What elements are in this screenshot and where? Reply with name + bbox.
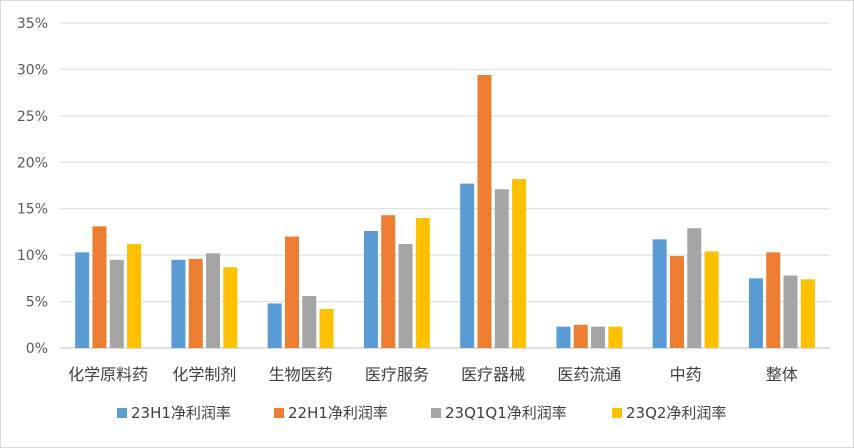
- legend-label: 23H1净利润率: [131, 404, 231, 422]
- bar: [704, 251, 719, 348]
- y-tick-label: 15%: [17, 202, 48, 218]
- bar: [556, 326, 571, 348]
- bar: [127, 244, 142, 348]
- legend-swatch: [612, 408, 622, 418]
- gridlines: [60, 22, 830, 349]
- x-category-label: 化学原料药: [68, 365, 148, 384]
- y-axis-ticks: 0% 5% 10% 15% 20% 25% 30% 35%: [17, 16, 48, 357]
- bar: [188, 258, 203, 348]
- bar: [75, 252, 90, 348]
- y-tick-label: 25%: [17, 109, 48, 125]
- bar: [415, 218, 430, 348]
- y-tick-label: 20%: [17, 155, 48, 171]
- x-category-label: 整体: [766, 365, 798, 384]
- legend-swatch: [117, 408, 127, 418]
- bar: [652, 239, 667, 348]
- bar: [573, 324, 588, 348]
- bar: [223, 267, 238, 348]
- legend-label: 22H1净利润率: [288, 404, 388, 422]
- y-tick-label: 30%: [17, 62, 48, 78]
- bar: [363, 231, 378, 348]
- bar: [92, 226, 107, 348]
- bar: [669, 256, 684, 348]
- bar: [171, 259, 186, 348]
- bar: [591, 326, 606, 348]
- y-tick-label: 35%: [17, 16, 48, 32]
- bar: [319, 309, 334, 348]
- bar: [800, 279, 815, 348]
- bar: [687, 228, 702, 348]
- bar: [398, 244, 413, 348]
- legend: 23H1净利润率 22H1净利润率 23Q1Q1净利润率 23Q2净利润率: [117, 404, 726, 422]
- bar: [109, 259, 124, 348]
- x-axis-categories: 化学原料药 化学制剂 生物医药 医疗服务 医疗器械 医药流通 中药 整体: [68, 365, 798, 384]
- x-category-label: 化学制剂: [172, 365, 236, 384]
- y-tick-label: 5%: [26, 295, 48, 311]
- bar: [512, 179, 527, 348]
- x-category-label: 中药: [670, 365, 702, 384]
- bar: [783, 275, 798, 348]
- bar: [381, 215, 396, 348]
- bar: [608, 326, 623, 348]
- legend-swatch: [274, 408, 284, 418]
- x-category-label: 医疗器械: [461, 365, 525, 384]
- bar: [267, 303, 282, 348]
- bar: [748, 278, 763, 348]
- y-tick-label: 10%: [17, 248, 48, 264]
- bar: [206, 253, 221, 348]
- bar: [460, 183, 475, 348]
- x-category-label: 生物医药: [269, 365, 333, 384]
- bar: [284, 236, 299, 348]
- bar: [766, 252, 781, 348]
- legend-label: 23Q2净利润率: [626, 404, 726, 422]
- bars: [75, 75, 815, 348]
- y-tick-label: 0%: [26, 341, 48, 357]
- bar: [494, 189, 509, 348]
- legend-label: 23Q1Q1净利润率: [445, 404, 567, 422]
- bar: [302, 296, 317, 348]
- bar: [477, 75, 492, 348]
- x-category-label: 医疗服务: [365, 365, 429, 384]
- x-category-label: 医药流通: [557, 365, 621, 384]
- legend-swatch: [431, 408, 441, 418]
